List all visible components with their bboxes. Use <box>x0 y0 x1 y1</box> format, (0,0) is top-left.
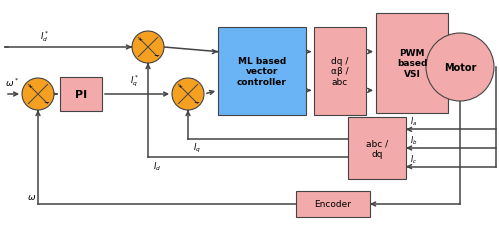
Text: $I_d^*$: $I_d^*$ <box>40 29 49 44</box>
Circle shape <box>172 79 204 111</box>
Text: +: + <box>177 84 182 89</box>
Bar <box>376 14 448 114</box>
Text: $I_d$: $I_d$ <box>153 160 161 172</box>
Text: $I_c$: $I_c$ <box>410 153 417 165</box>
Text: −: − <box>194 100 200 106</box>
Circle shape <box>426 34 494 101</box>
Text: $I_q$: $I_q$ <box>193 141 201 154</box>
Text: dq /
αβ /
abc: dq / αβ / abc <box>331 57 349 87</box>
Text: −: − <box>154 53 160 59</box>
Text: $I_q^*$: $I_q^*$ <box>130 73 140 89</box>
Text: ML based
vector
controller: ML based vector controller <box>237 57 287 87</box>
Text: +: + <box>27 84 32 89</box>
Text: +: + <box>137 37 142 42</box>
Text: $\omega$: $\omega$ <box>27 192 36 201</box>
Text: Motor: Motor <box>444 63 476 73</box>
Bar <box>60 78 102 112</box>
Bar <box>348 117 406 179</box>
Text: $I_a$: $I_a$ <box>410 115 417 128</box>
Circle shape <box>22 79 54 111</box>
Text: abc /
dq: abc / dq <box>366 139 388 158</box>
Bar <box>218 28 306 115</box>
Text: $\omega^*$: $\omega^*$ <box>5 76 19 89</box>
Text: $I_b$: $I_b$ <box>410 134 418 146</box>
Text: −: − <box>44 100 50 106</box>
Bar <box>296 191 370 217</box>
Text: PWM
based
VSI: PWM based VSI <box>397 49 427 79</box>
Circle shape <box>132 32 164 64</box>
Text: PI: PI <box>75 90 87 100</box>
Text: Encoder: Encoder <box>314 200 352 209</box>
Bar <box>314 28 366 115</box>
